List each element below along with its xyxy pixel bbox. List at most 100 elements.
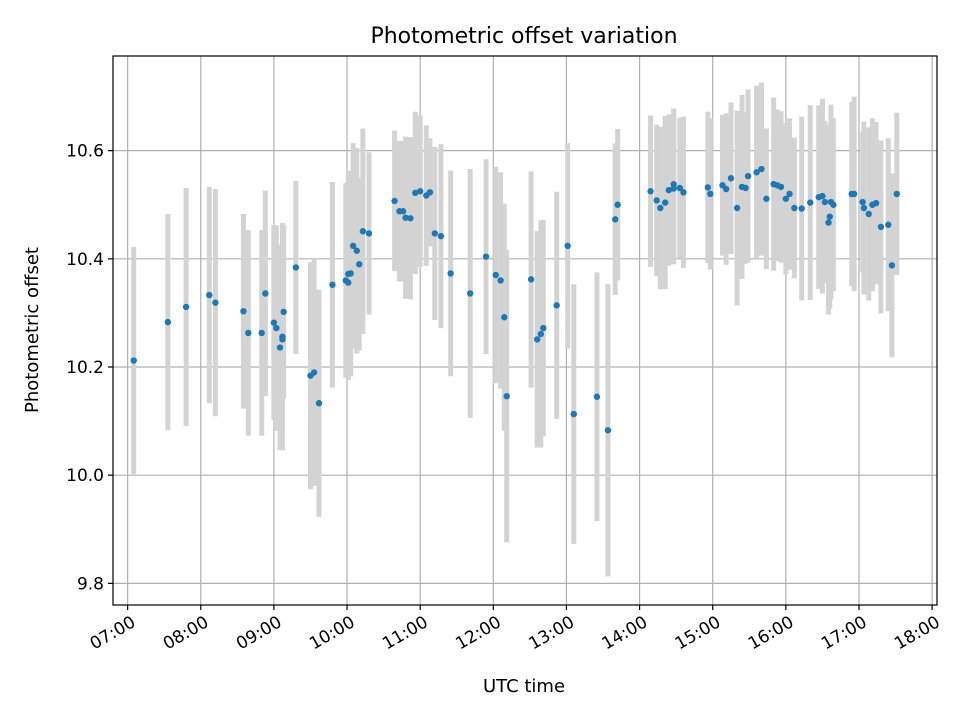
data-point bbox=[798, 205, 805, 212]
x-tick-label: 18:00 bbox=[891, 612, 943, 654]
data-point bbox=[182, 303, 190, 311]
data-point bbox=[345, 279, 352, 286]
data-point bbox=[310, 369, 318, 376]
data-point bbox=[570, 410, 577, 418]
data-point bbox=[212, 299, 219, 306]
data-point bbox=[614, 201, 621, 208]
data-point bbox=[860, 204, 868, 212]
data-point bbox=[786, 190, 793, 198]
data-point bbox=[416, 188, 424, 195]
y-axis-label: Photometric offset bbox=[22, 247, 43, 413]
data-point bbox=[359, 228, 367, 235]
data-point bbox=[825, 219, 832, 226]
data-point bbox=[273, 324, 280, 332]
data-point bbox=[676, 184, 684, 192]
x-tick-label: 10:00 bbox=[306, 612, 358, 654]
data-point bbox=[426, 189, 434, 196]
data-point bbox=[865, 210, 872, 218]
data-point bbox=[391, 197, 398, 205]
data-point bbox=[859, 198, 866, 206]
data-point bbox=[704, 184, 712, 191]
data-point bbox=[206, 291, 213, 299]
data-point bbox=[533, 336, 541, 343]
data-point bbox=[315, 400, 323, 407]
x-tick-label: 13:00 bbox=[526, 612, 578, 654]
data-point bbox=[707, 190, 714, 198]
x-tick-label: 15:00 bbox=[672, 612, 724, 654]
data-point bbox=[349, 242, 357, 250]
data-point bbox=[893, 190, 900, 198]
data-point bbox=[356, 261, 363, 268]
data-point bbox=[537, 330, 545, 338]
data-point bbox=[407, 215, 414, 222]
data-point bbox=[612, 216, 619, 223]
errorbar-layer bbox=[131, 82, 900, 577]
data-point bbox=[270, 319, 278, 326]
data-point bbox=[540, 324, 547, 332]
x-tick-label: 11:00 bbox=[379, 612, 431, 654]
x-tick-label: 17:00 bbox=[818, 612, 870, 654]
data-point bbox=[258, 329, 265, 337]
data-point bbox=[722, 185, 730, 193]
data-point bbox=[657, 204, 664, 212]
data-point bbox=[665, 186, 673, 194]
data-point bbox=[733, 204, 741, 212]
y-tick-label: 10.0 bbox=[66, 466, 104, 486]
data-point bbox=[527, 276, 535, 283]
data-point bbox=[777, 183, 785, 191]
data-point bbox=[399, 208, 407, 215]
data-point bbox=[564, 242, 571, 250]
data-point bbox=[497, 277, 504, 284]
data-point bbox=[727, 175, 735, 182]
point-layer bbox=[130, 165, 900, 434]
data-point bbox=[744, 172, 752, 180]
data-point bbox=[830, 201, 837, 208]
data-point bbox=[807, 199, 814, 206]
data-point bbox=[437, 232, 445, 240]
data-point bbox=[292, 264, 300, 271]
data-point bbox=[742, 184, 749, 192]
chart-title: Photometric offset variation bbox=[370, 24, 677, 49]
data-point bbox=[466, 290, 474, 297]
data-point bbox=[758, 165, 765, 173]
data-point bbox=[593, 393, 601, 400]
data-point bbox=[826, 213, 833, 220]
data-point bbox=[130, 357, 137, 364]
data-point bbox=[819, 192, 826, 200]
y-tick-label: 10.4 bbox=[66, 250, 104, 270]
data-point bbox=[763, 195, 770, 202]
data-point bbox=[872, 199, 880, 207]
data-point bbox=[280, 308, 287, 316]
data-point bbox=[245, 329, 252, 337]
data-point bbox=[553, 302, 560, 309]
data-point bbox=[412, 189, 419, 197]
data-point bbox=[661, 199, 669, 206]
x-axis-label: UTC time bbox=[483, 676, 565, 697]
x-tick-label: 09:00 bbox=[233, 612, 285, 654]
data-point bbox=[482, 253, 490, 260]
plot-frame bbox=[112, 55, 938, 606]
data-point bbox=[604, 427, 612, 434]
data-point bbox=[347, 270, 354, 277]
data-point bbox=[850, 190, 858, 198]
data-point bbox=[782, 195, 790, 202]
data-point bbox=[501, 314, 508, 321]
data-point bbox=[680, 189, 687, 196]
y-tick-label: 10.6 bbox=[66, 142, 104, 162]
grid-layer bbox=[113, 56, 937, 605]
data-point bbox=[276, 344, 284, 351]
data-point bbox=[821, 198, 829, 206]
x-tick-label: 08:00 bbox=[160, 612, 212, 654]
data-point bbox=[262, 290, 269, 297]
x-tick-label: 16:00 bbox=[745, 612, 797, 654]
data-point bbox=[503, 393, 510, 400]
data-point bbox=[670, 180, 677, 188]
data-point bbox=[885, 221, 892, 228]
data-point bbox=[279, 336, 286, 343]
data-point bbox=[402, 214, 409, 221]
data-point bbox=[877, 223, 885, 231]
x-tick-label: 14:00 bbox=[599, 612, 651, 654]
data-point bbox=[492, 271, 499, 279]
